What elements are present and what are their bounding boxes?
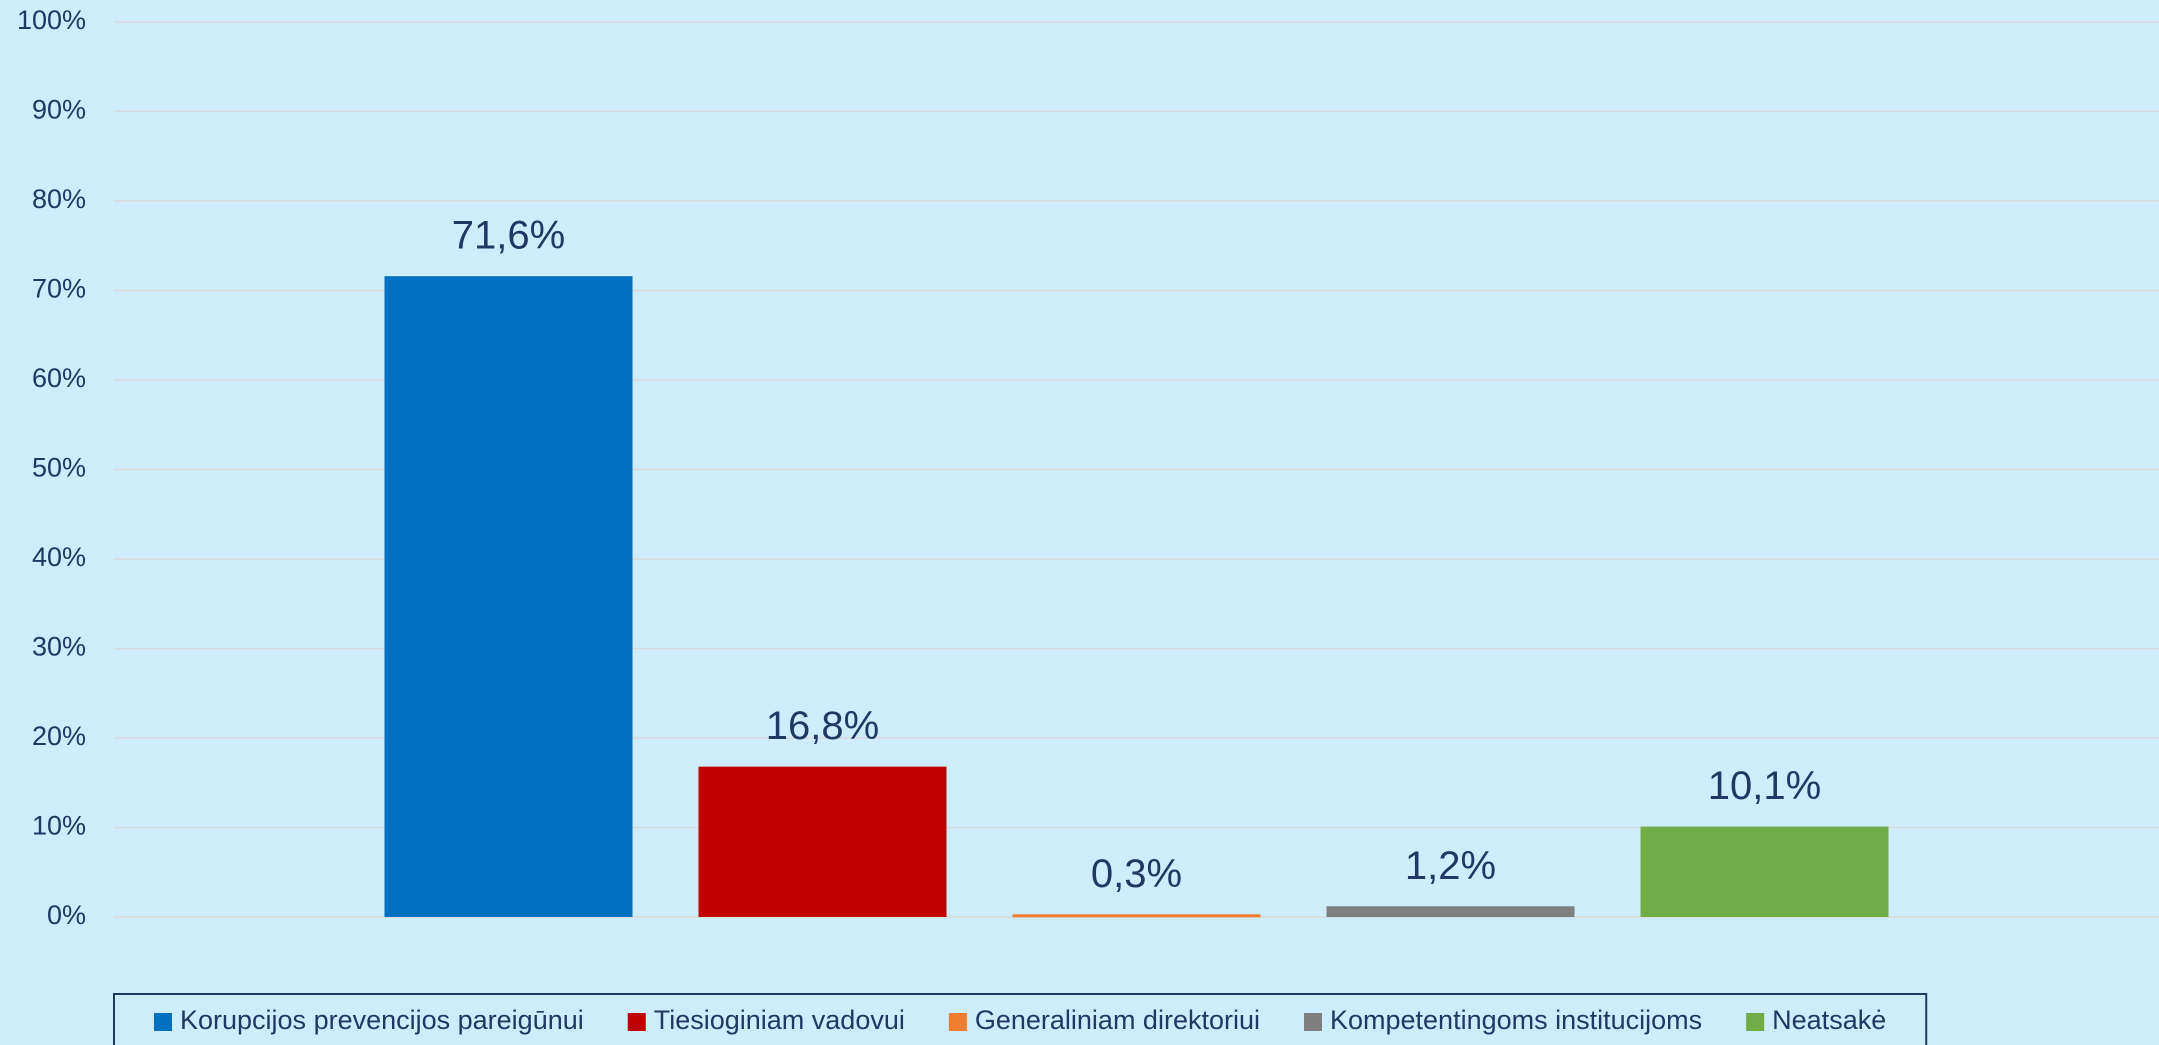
bar bbox=[1012, 914, 1261, 918]
y-tick-label: 80% bbox=[32, 184, 86, 214]
legend-label: Kompetentingoms institucijoms bbox=[1330, 1005, 1702, 1035]
legend-label: Tiesioginiam vadovui bbox=[654, 1005, 905, 1035]
legend-swatch bbox=[627, 1013, 646, 1031]
bar bbox=[698, 766, 947, 917]
data-label: 10,1% bbox=[1708, 764, 1821, 808]
bar bbox=[384, 276, 633, 917]
y-tick-label: 0% bbox=[47, 900, 86, 930]
bar bbox=[1326, 906, 1575, 917]
legend-label: Neatsakė bbox=[1772, 1005, 1886, 1035]
y-tick-label: 100% bbox=[17, 5, 86, 35]
y-tick-label: 10% bbox=[32, 811, 86, 841]
bar bbox=[1640, 826, 1889, 917]
y-tick-label: 90% bbox=[32, 95, 86, 125]
data-label: 0,3% bbox=[1091, 852, 1182, 896]
y-tick-label: 30% bbox=[32, 632, 86, 662]
legend-swatch bbox=[154, 1013, 172, 1031]
legend-label: Generaliniam direktoriui bbox=[975, 1005, 1260, 1035]
y-tick-label: 60% bbox=[32, 363, 86, 393]
legend-swatch bbox=[1303, 1013, 1322, 1031]
legend-swatch bbox=[1746, 1013, 1765, 1031]
legend-label: Korupcijos prevencijos pareigūnui bbox=[180, 1005, 584, 1035]
legend-swatch bbox=[948, 1013, 967, 1031]
y-tick-label: 20% bbox=[32, 721, 86, 751]
y-tick-label: 70% bbox=[32, 274, 86, 304]
data-label: 1,2% bbox=[1405, 844, 1496, 888]
data-label: 16,8% bbox=[766, 704, 879, 748]
data-label: 71,6% bbox=[452, 214, 565, 258]
y-tick-label: 50% bbox=[32, 453, 86, 483]
y-tick-label: 40% bbox=[32, 542, 86, 572]
legend-box bbox=[113, 993, 1928, 1045]
